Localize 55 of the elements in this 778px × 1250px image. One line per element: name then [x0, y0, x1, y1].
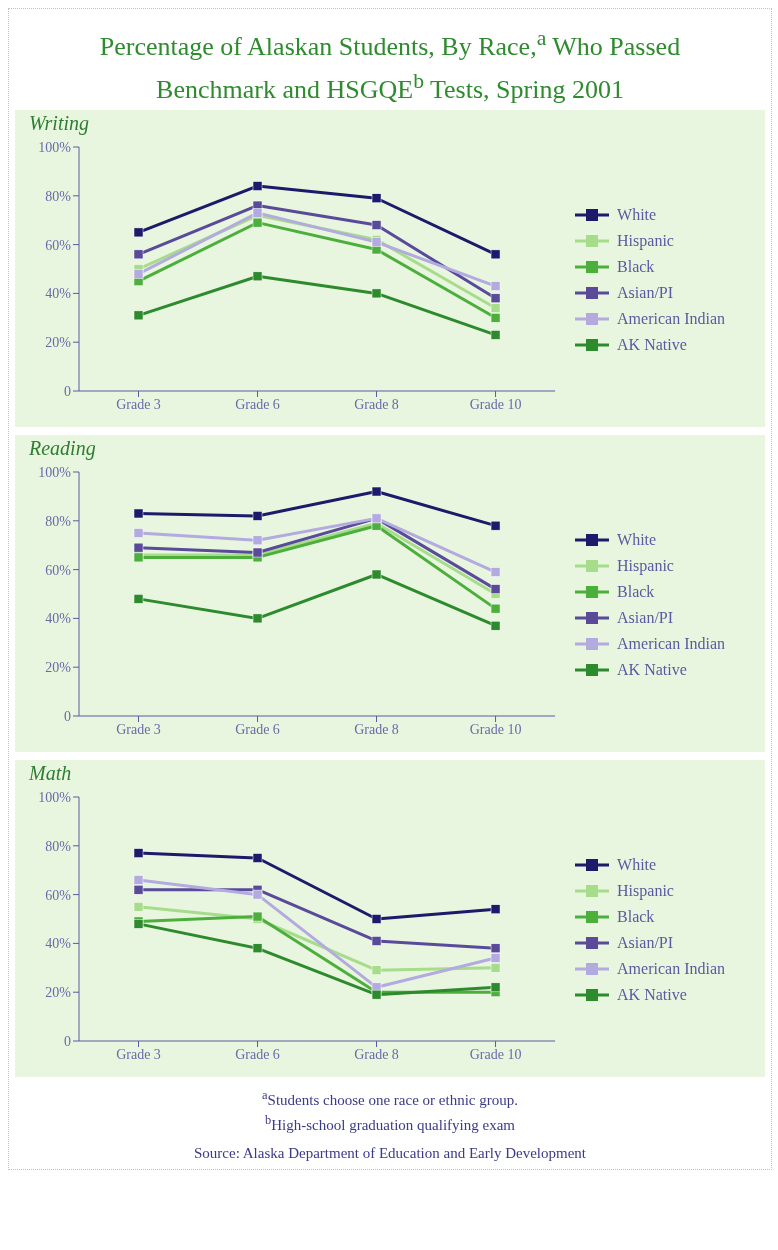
chart-title: Reading: [28, 437, 97, 461]
y-tick-label: 60%: [45, 887, 72, 903]
x-tick-label: Grade 8: [354, 397, 399, 413]
legend-label: Black: [617, 907, 655, 928]
y-tick-label: 80%: [45, 839, 72, 855]
y-tick-label: 80%: [45, 189, 72, 205]
legend-label: Asian/PI: [617, 933, 674, 954]
legend-label: American Indian: [617, 309, 725, 330]
legend-label: American Indian: [617, 634, 725, 655]
legend-label: Black: [617, 582, 655, 603]
chart-title: Percentage of Alaskan Students, By Race,$^{a}$ Who Passed Benchmark and HSGQE$^{b}$ Tests, Spring 2001: [99, 26, 681, 104]
x-tick-label: Grade 8: [354, 1047, 399, 1063]
x-tick-label: Grade 10: [469, 397, 522, 413]
y-tick-label: 20%: [45, 335, 72, 351]
text: $^{b}$High-school graduation qualifying exam: [264, 1112, 516, 1136]
x-tick-label: Grade 3: [116, 1047, 161, 1063]
legend-label: AK Native: [617, 335, 687, 356]
legend-label: Hispanic: [617, 881, 674, 902]
x-tick-label: Grade 3: [116, 722, 161, 738]
legend-label: American Indian: [617, 959, 725, 980]
y-tick-label: 0: [64, 709, 71, 725]
y-tick-label: 100%: [38, 140, 72, 156]
y-tick-label: 100%: [38, 790, 72, 806]
y-tick-label: 80%: [45, 514, 72, 530]
y-tick-label: 40%: [45, 286, 72, 302]
x-tick-label: Grade 6: [235, 397, 280, 413]
y-tick-label: 0: [64, 1034, 71, 1050]
legend-label: AK Native: [617, 660, 687, 681]
legend-label: Asian/PI: [617, 283, 674, 304]
legend-label: Hispanic: [617, 231, 674, 252]
x-tick-label: Grade 6: [235, 1047, 280, 1063]
legend-label: Asian/PI: [617, 608, 674, 629]
y-tick-label: 40%: [45, 611, 72, 627]
x-tick-label: Grade 6: [235, 722, 280, 738]
legend-label: White: [617, 855, 657, 876]
chart-subtitle: Writing: [28, 112, 90, 136]
legend-label: Black: [617, 257, 655, 278]
legend-label: Hispanic: [617, 556, 674, 577]
y-tick-label: 60%: [45, 237, 72, 253]
y-tick-label: 0: [64, 384, 71, 400]
text: $^{a}$Students choose one race or ethnic group.: [261, 1087, 519, 1111]
legend-label: AK Native: [617, 985, 687, 1006]
x-tick-label: Grade 10: [469, 722, 522, 738]
y-tick-label: 20%: [45, 660, 72, 676]
x-tick-label: Grade 10: [469, 1047, 522, 1063]
y-tick-label: 100%: [38, 465, 72, 481]
legend-label: White: [617, 530, 657, 551]
x-tick-label: Grade 8: [354, 722, 399, 738]
y-tick-label: 20%: [45, 985, 72, 1001]
chart-title: Math: [28, 762, 73, 786]
source-note: Source: Alaska Department of Education and Early Development: [193, 1144, 587, 1164]
legend-label: White: [617, 205, 657, 226]
y-tick-label: 40%: [45, 936, 72, 952]
y-tick-label: 60%: [45, 562, 72, 578]
x-tick-label: Grade 3: [116, 397, 161, 413]
